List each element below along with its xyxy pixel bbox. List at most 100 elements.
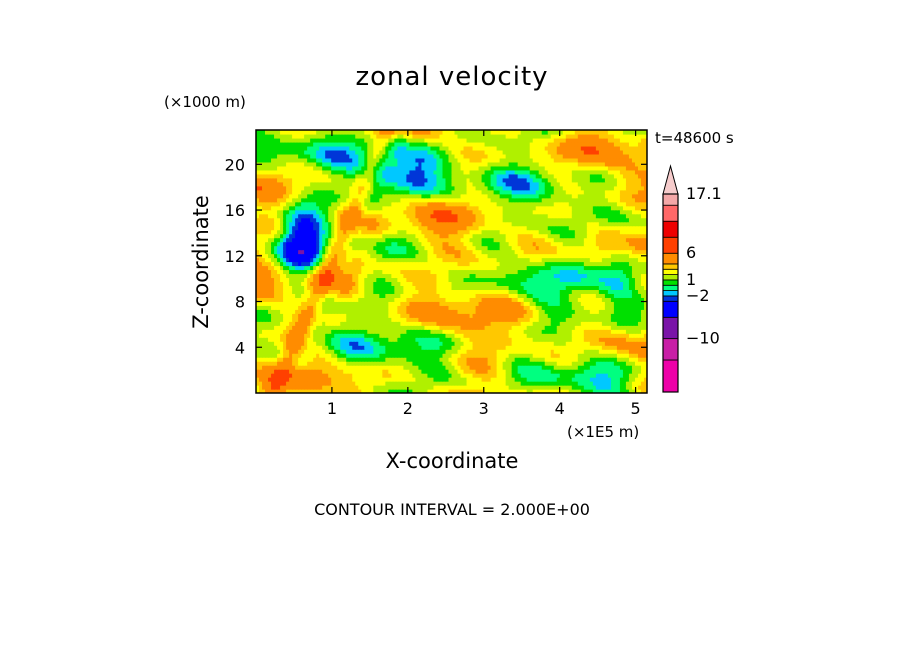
heatmap-cell <box>460 265 465 271</box>
heatmap-cell <box>466 349 471 354</box>
heatmap-cell <box>280 377 284 382</box>
heatmap-cell <box>628 317 633 322</box>
heatmap-cell <box>466 369 471 374</box>
heatmap-cell <box>298 357 302 362</box>
heatmap-cell <box>289 345 293 350</box>
heatmap-cell <box>289 261 293 267</box>
heatmap-cell <box>610 369 615 374</box>
heatmap-cell <box>460 305 465 310</box>
heatmap-cell <box>487 357 492 362</box>
heatmap-cell <box>436 333 441 338</box>
heatmap-cell <box>310 277 314 283</box>
heatmap-cell <box>412 329 417 334</box>
heatmap-cell <box>466 249 471 255</box>
heatmap-cell <box>613 337 618 342</box>
heatmap-cell <box>586 333 591 338</box>
heatmap-cell <box>607 389 612 393</box>
heatmap-cell <box>469 317 474 322</box>
heatmap-cell <box>643 285 647 290</box>
heatmap-cell <box>262 381 266 386</box>
heatmap-cell <box>259 237 263 243</box>
heatmap-cell <box>469 309 474 314</box>
heatmap-cell <box>364 269 368 275</box>
heatmap-cell <box>523 265 528 271</box>
heatmap-cell <box>475 293 480 298</box>
heatmap-cell <box>631 313 636 318</box>
heatmap-cell <box>511 385 516 390</box>
heatmap-cell <box>502 241 507 247</box>
heatmap-cell <box>532 257 537 263</box>
heatmap-cell <box>262 373 266 378</box>
heatmap-cell <box>523 361 528 366</box>
heatmap-cell <box>334 337 338 342</box>
heatmap-cell <box>373 369 377 374</box>
heatmap-cell <box>481 321 486 326</box>
heatmap-cell <box>535 309 540 314</box>
heatmap-cell <box>265 329 269 334</box>
heatmap-cell <box>337 365 341 370</box>
heatmap-cell <box>319 377 323 382</box>
heatmap-cell <box>616 357 621 362</box>
heatmap-cell <box>355 249 359 255</box>
heatmap-cell <box>562 257 567 263</box>
heatmap-cell <box>364 265 368 271</box>
heatmap-cell <box>580 309 585 314</box>
heatmap-cell <box>358 381 362 386</box>
heatmap-cell <box>427 257 432 263</box>
heatmap-cell <box>484 381 489 386</box>
heatmap-cell <box>499 301 504 306</box>
heatmap-cell <box>301 377 305 382</box>
heatmap-cell <box>331 301 335 306</box>
heatmap-cell <box>277 285 281 290</box>
heatmap-cell <box>430 313 435 318</box>
heatmap-cell <box>286 369 290 374</box>
heatmap-cell <box>292 329 296 334</box>
heatmap-cell <box>601 313 606 318</box>
heatmap-cell <box>490 337 495 342</box>
heatmap-cell <box>637 277 642 283</box>
heatmap-cell <box>451 357 456 362</box>
heatmap-cell <box>472 285 477 290</box>
heatmap-cell <box>583 293 588 298</box>
heatmap-cell <box>277 245 281 251</box>
heatmap-cell <box>448 373 453 378</box>
heatmap-cell <box>259 301 263 306</box>
heatmap-cell <box>496 293 501 298</box>
heatmap-cell <box>589 249 594 255</box>
heatmap-cell <box>286 317 290 322</box>
heatmap-cell <box>643 305 647 310</box>
heatmap-cell <box>406 241 410 247</box>
heatmap-cell <box>370 329 374 334</box>
heatmap-cell <box>289 309 293 314</box>
heatmap-cell <box>286 349 290 354</box>
heatmap-cell <box>343 293 347 298</box>
heatmap-cell <box>595 381 600 386</box>
heatmap-cell <box>292 257 296 263</box>
heatmap-cell <box>517 341 522 346</box>
heatmap-cell <box>634 361 639 366</box>
heatmap-cell <box>598 333 603 338</box>
heatmap-cell <box>622 253 627 259</box>
heatmap-cell <box>292 349 296 354</box>
heatmap-cell <box>430 257 435 263</box>
heatmap-cell <box>568 309 573 314</box>
heatmap-cell <box>574 241 579 247</box>
heatmap-cell <box>550 257 555 263</box>
heatmap-cell <box>412 281 417 286</box>
heatmap-cell <box>430 241 435 247</box>
heatmap-cell <box>337 385 341 390</box>
heatmap-cell <box>511 317 516 322</box>
heatmap-cell <box>601 345 606 350</box>
heatmap-cell <box>337 333 341 338</box>
heatmap-cell <box>331 237 335 243</box>
heatmap-cell <box>463 381 468 386</box>
heatmap-cell <box>613 333 618 338</box>
heatmap-cell <box>349 297 353 302</box>
heatmap-cell <box>628 321 633 326</box>
heatmap-cell <box>394 269 398 275</box>
heatmap-cell <box>265 309 269 314</box>
heatmap-cell <box>430 309 435 314</box>
heatmap-cell <box>544 341 549 346</box>
heatmap-cell <box>391 357 395 362</box>
heatmap-cell <box>493 345 498 350</box>
